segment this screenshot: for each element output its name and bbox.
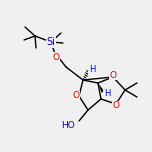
Polygon shape xyxy=(98,83,104,93)
Text: Si: Si xyxy=(47,37,55,47)
Text: O: O xyxy=(52,52,59,62)
Text: HO: HO xyxy=(61,121,75,131)
Text: O: O xyxy=(73,92,79,100)
Text: H: H xyxy=(89,66,95,74)
Text: H: H xyxy=(104,88,110,97)
Text: O: O xyxy=(112,102,119,111)
Text: O: O xyxy=(109,71,116,79)
